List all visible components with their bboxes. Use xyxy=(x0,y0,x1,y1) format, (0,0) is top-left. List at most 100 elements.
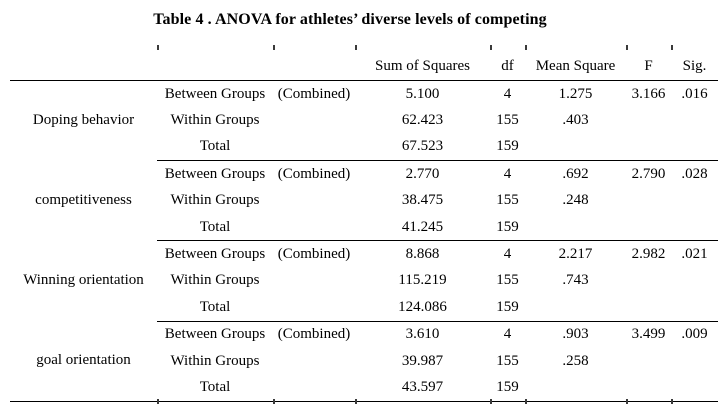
table-row: competitiveness Between Groups (Combined… xyxy=(10,160,718,208)
header-mean-square: Mean Square xyxy=(525,52,626,81)
table-row: Within Groups 39.987 155 .258 xyxy=(10,348,718,374)
column-tick xyxy=(157,399,159,404)
cell-mean-square: 2.217 xyxy=(525,240,626,268)
column-tick xyxy=(273,399,275,404)
table-row: Total 67.523 159 xyxy=(10,134,718,161)
table-row: Within Groups 38.475 155 .248 xyxy=(10,188,718,214)
cell-sum-of-squares: 5.100 xyxy=(405,85,440,102)
column-tick xyxy=(355,399,357,404)
cell-sig xyxy=(671,268,718,294)
cell-mean-square xyxy=(525,134,626,161)
cell-mean-square xyxy=(525,374,626,401)
cell-sum-of-squares: 2.770 xyxy=(355,160,490,188)
table-row: Doping behavior Between Groups (Combined… xyxy=(10,81,718,129)
table-row: Winning orientation Between Groups (Comb… xyxy=(10,240,718,288)
table-row: Total 124.086 159 xyxy=(10,294,718,321)
cell-f: 3.499 xyxy=(626,320,671,348)
combined-label: (Combined) xyxy=(273,320,355,348)
cell-df: 159 xyxy=(496,298,519,315)
cell-f xyxy=(626,294,671,321)
cell-df: 155 xyxy=(496,192,519,209)
factor-label: competitiveness xyxy=(35,192,132,209)
header-combined xyxy=(273,52,355,81)
combined-label xyxy=(273,188,355,214)
cell-mean-square: .248 xyxy=(562,192,589,209)
table-row: Within Groups 62.423 155 .403 xyxy=(10,107,718,133)
table-row: Total 41.245 159 xyxy=(10,214,718,241)
column-tick xyxy=(626,399,628,404)
cell-sig: .021 xyxy=(671,240,718,268)
cell-mean-square xyxy=(525,214,626,241)
cell-sum-of-squares: 43.597 xyxy=(401,378,444,395)
source-label: Within Groups xyxy=(170,192,260,209)
factor-label: goal orientation xyxy=(36,352,131,369)
header-df: df xyxy=(490,52,525,81)
cell-sig xyxy=(671,188,718,214)
combined-label: (Combined) xyxy=(277,85,351,102)
header-factor xyxy=(10,52,157,81)
table-row: Total 43.597 159 xyxy=(10,374,718,401)
cell-df: 159 xyxy=(496,218,519,235)
column-tick xyxy=(626,45,628,50)
factor-label: Winning orientation xyxy=(23,272,144,289)
cell-df: 155 xyxy=(496,272,519,289)
cell-sig xyxy=(671,348,718,374)
cell-f xyxy=(626,268,671,294)
combined-label xyxy=(273,268,355,294)
column-tick xyxy=(157,45,159,50)
cell-df: 159 xyxy=(496,378,519,395)
table-title: Table 4 . ANOVA for athletes’ diverse le… xyxy=(153,11,547,28)
cell-sum-of-squares: 39.987 xyxy=(401,352,444,369)
column-tick xyxy=(671,45,673,50)
anova-table: Sum of Squares df Mean Square F Sig. Dop… xyxy=(10,52,718,402)
source-label: Total xyxy=(199,298,231,315)
cell-df: 4 xyxy=(503,85,512,102)
header-row: Sum of Squares df Mean Square F Sig. xyxy=(10,52,718,81)
header-f: F xyxy=(626,52,671,81)
cell-sum-of-squares: 124.086 xyxy=(398,298,447,315)
cell-sig xyxy=(671,294,718,321)
header-sum-of-squares: Sum of Squares xyxy=(355,52,490,81)
cell-f: 2.982 xyxy=(626,240,671,268)
cell-f xyxy=(626,188,671,214)
column-tick xyxy=(273,45,275,50)
cell-mean-square: 1.275 xyxy=(558,85,593,102)
cell-sum-of-squares: 41.245 xyxy=(401,218,444,235)
cell-sig xyxy=(671,107,718,133)
cell-sig xyxy=(671,134,718,161)
combined-label xyxy=(273,294,355,321)
cell-df: 155 xyxy=(496,112,519,129)
combined-label xyxy=(273,107,355,133)
cell-sig: .028 xyxy=(671,160,718,188)
column-tick xyxy=(525,399,527,404)
cell-sig xyxy=(671,374,718,401)
cell-f xyxy=(626,107,671,133)
cell-f: 2.790 xyxy=(626,160,671,188)
cell-f xyxy=(626,348,671,374)
column-tick xyxy=(525,45,527,50)
cell-sum-of-squares: 67.523 xyxy=(401,138,444,155)
cell-f: 3.166 xyxy=(631,85,666,102)
source-label: Between Groups xyxy=(157,240,273,268)
source-label: Within Groups xyxy=(170,352,260,369)
cell-df: 159 xyxy=(496,138,519,155)
cell-mean-square: .692 xyxy=(525,160,626,188)
table-row: Within Groups 115.219 155 .743 xyxy=(10,268,718,294)
cell-sum-of-squares: 8.868 xyxy=(355,240,490,268)
table-row: goal orientation Between Groups (Combine… xyxy=(10,320,718,368)
cell-f xyxy=(626,214,671,241)
cell-df: 155 xyxy=(496,352,519,369)
combined-label xyxy=(273,214,355,241)
factor-label: Doping behavior xyxy=(32,112,135,129)
combined-label xyxy=(273,374,355,401)
cell-sig: .016 xyxy=(681,85,708,102)
header-source xyxy=(157,52,273,81)
combined-label: (Combined) xyxy=(273,240,355,268)
combined-label xyxy=(273,134,355,161)
cell-sum-of-squares: 3.610 xyxy=(355,320,490,348)
cell-f xyxy=(626,134,671,161)
source-label: Total xyxy=(199,218,231,235)
cell-df: 4 xyxy=(490,160,525,188)
source-label: Total xyxy=(199,378,231,395)
source-label: Between Groups xyxy=(157,160,273,188)
